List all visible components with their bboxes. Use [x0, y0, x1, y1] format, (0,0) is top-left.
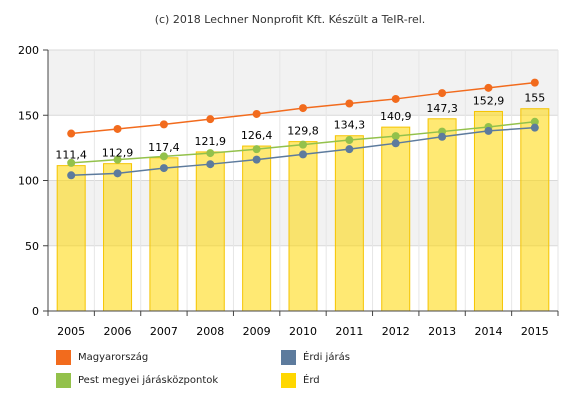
series-point — [159, 120, 168, 129]
bar-erd — [427, 118, 457, 312]
series-point — [391, 139, 400, 148]
bar-data-label: 126,4 — [241, 129, 273, 142]
x-tick-label: 2008 — [196, 325, 224, 338]
bar-data-label: 117,4 — [148, 141, 180, 154]
series-point — [391, 94, 400, 103]
bar-data-label: 112,9 — [102, 147, 134, 160]
series-point — [252, 145, 261, 154]
bar-data-label: 134,3 — [334, 119, 366, 132]
y-tick-label: 0 — [32, 305, 39, 318]
series-point — [299, 104, 307, 113]
series-point — [345, 145, 354, 154]
legend-label-erd: Érd — [303, 374, 320, 386]
series-point — [530, 123, 539, 132]
legend-item-pest-megyei[interactable]: Pest megyei járásközpontok — [56, 371, 218, 389]
legend-swatch-pest-megyei — [56, 372, 71, 388]
series-point — [67, 171, 76, 180]
series-point — [530, 117, 539, 126]
legend-swatch-erd — [281, 372, 296, 388]
x-tick-label: 2013 — [428, 325, 456, 338]
series-point — [345, 99, 354, 108]
legend-label-magyarorszag: Magyarország — [78, 351, 149, 363]
line-series — [67, 78, 539, 180]
series-point — [438, 132, 447, 141]
x-tick-label: 2009 — [243, 325, 271, 338]
bar-erd — [381, 126, 411, 312]
legend-item-erd[interactable]: Érd — [281, 371, 320, 389]
series-point — [530, 78, 539, 87]
y-tick-label: 50 — [25, 240, 39, 253]
credit-text: (c) 2018 Lechner Nonprofit Kft. Készült … — [155, 13, 426, 26]
series-point — [299, 140, 307, 149]
series-point — [252, 109, 261, 118]
bar-series — [56, 108, 550, 312]
bar-data-label: 140,9 — [380, 110, 412, 123]
bar-data-label: 152,9 — [473, 94, 505, 107]
series-point — [299, 150, 307, 159]
bar-erd — [334, 135, 364, 312]
series-point — [113, 124, 122, 133]
bar-data-label: 111,4 — [55, 149, 87, 162]
series-point — [206, 149, 215, 158]
x-tick-label: 2005 — [57, 325, 85, 338]
x-tick-label: 2014 — [474, 325, 502, 338]
series-point — [159, 164, 168, 173]
data-labels: 111,4 112,9 117,4 121,9 126,4 129,8 134,3 140,9… — [55, 92, 545, 162]
bar-erd — [195, 151, 225, 312]
bar-erd — [56, 165, 86, 312]
x-tick-label: 2007 — [150, 325, 178, 338]
series-point — [391, 132, 400, 141]
series-point — [159, 152, 168, 161]
legend: Magyarország Érdi járás Pest megyei járá… — [56, 348, 556, 394]
bar-data-label: 155 — [524, 92, 545, 105]
series-point — [484, 83, 493, 92]
legend-item-magyarorszag[interactable]: Magyarország — [56, 348, 148, 366]
series-point — [206, 160, 215, 169]
bar-data-label: 129,8 — [287, 125, 319, 138]
bar-erd — [288, 141, 318, 312]
y-tick-label: 200 — [18, 44, 39, 57]
tick-labels: 0 50 100 150 200 2005 2006 2007 2008 2009 2010 2011… — [18, 44, 549, 338]
y-tick-label: 100 — [18, 175, 39, 188]
legend-swatch-erdi-jaras — [281, 349, 296, 365]
series-point — [67, 129, 76, 138]
x-tick-label: 2010 — [289, 325, 317, 338]
series-point — [484, 126, 493, 135]
legend-swatch-magyarorszag — [56, 349, 71, 365]
bar-erd — [242, 145, 272, 312]
bar-erd — [103, 163, 133, 312]
x-tick-label: 2006 — [104, 325, 132, 338]
series-point — [67, 158, 76, 167]
x-tick-label: 2015 — [521, 325, 549, 338]
series-point — [206, 115, 215, 124]
bar-erd — [520, 108, 550, 312]
legend-label-erdi-jaras: Érdi járás — [303, 351, 350, 363]
bar-erd — [473, 110, 503, 312]
x-tick-label: 2011 — [335, 325, 363, 338]
bar-erd — [149, 157, 179, 312]
y-tick-label: 150 — [18, 109, 39, 122]
axes — [43, 49, 559, 316]
legend-item-erdi-jaras[interactable]: Érdi járás — [281, 348, 350, 366]
legend-label-pest-megyei: Pest megyei járásközpontok — [78, 374, 219, 386]
x-tick-label: 2012 — [382, 325, 410, 338]
bar-data-label: 147,3 — [426, 102, 458, 115]
series-point — [438, 89, 447, 98]
series-point — [345, 136, 354, 145]
series-point — [252, 155, 261, 164]
series-point — [113, 155, 122, 164]
series-point — [113, 169, 122, 178]
bar-data-label: 121,9 — [195, 135, 227, 148]
